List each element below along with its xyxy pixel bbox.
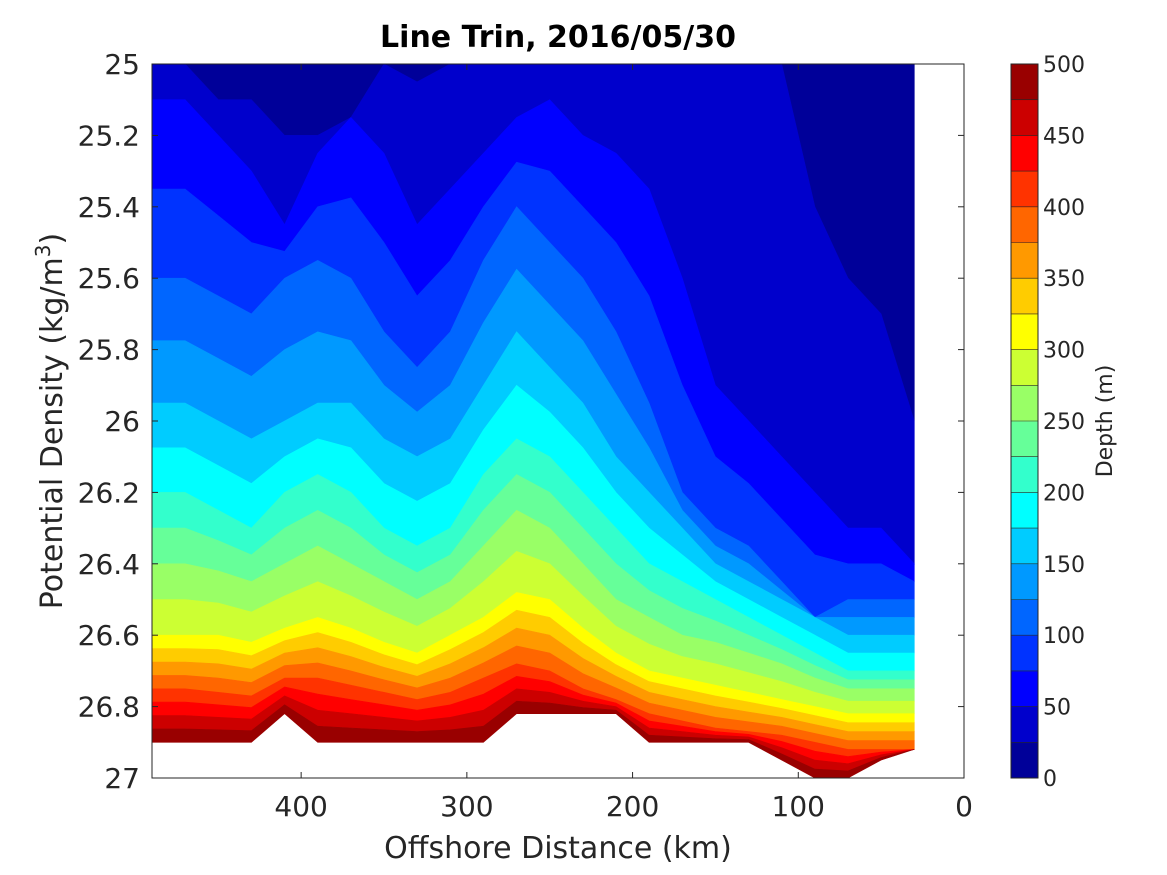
colorbar-segment	[1011, 64, 1038, 101]
y-tick-label: 25.6	[78, 262, 140, 295]
colorbar-tick-label: 400	[1043, 196, 1085, 221]
x-tick-label: 0	[955, 790, 973, 823]
svg-text:Potential Density (kg/m3): Potential Density (kg/m3)	[31, 233, 70, 609]
colorbar-tick-label: 50	[1043, 696, 1071, 721]
y-axis: 25 25.2 25.4 25.6 25.8 26 26.2 26.4 26.6 26.8 27	[78, 48, 964, 795]
y-axis-title-close: )	[35, 233, 70, 245]
colorbar-tick-label: 300	[1043, 339, 1085, 364]
colorbar-segment	[1011, 385, 1038, 422]
y-tick-label: 25	[104, 48, 140, 81]
colorbar-tick-label: 0	[1043, 767, 1057, 792]
colorbar-segment	[1011, 456, 1038, 493]
y-axis-title-main: Potential Density (kg/m	[35, 257, 70, 609]
colorbar-segment	[1011, 742, 1038, 779]
x-tick-label: 400	[274, 790, 327, 823]
y-tick-label: 26	[104, 405, 140, 438]
colorbar-tick-label: 200	[1043, 481, 1085, 506]
x-tick-label: 300	[440, 790, 493, 823]
colorbar-segment	[1011, 135, 1038, 172]
colorbar-segment	[1011, 599, 1038, 636]
colorbar-frame	[1010, 63, 1039, 779]
y-tick-label: 25.8	[78, 334, 140, 367]
colorbar-segment	[1011, 171, 1038, 208]
colorbar-segment	[1011, 492, 1038, 529]
y-axis-title: Potential Density (kg/m3)	[31, 233, 70, 609]
colorbar-tick-label: 250	[1043, 410, 1085, 435]
x-axis-title: Offshore Distance (km)	[384, 831, 732, 866]
colorbar-tick-label: 350	[1043, 267, 1085, 292]
chart-title: Line Trin, 2016/05/30	[380, 20, 736, 55]
x-tick-label: 100	[772, 790, 825, 823]
colorbar-tick-label: 100	[1043, 624, 1085, 649]
colorbar-tick-label: 500	[1043, 53, 1085, 78]
y-tick-label: 26.6	[78, 619, 140, 652]
colorbar: 0 50 100 150 200 250 300 350 400 450 500	[1010, 53, 1085, 792]
colorbar-tick-label: 450	[1043, 124, 1085, 149]
colorbar-segment	[1011, 563, 1038, 600]
y-tick-label: 25.2	[78, 119, 140, 152]
colorbar-segment	[1011, 278, 1038, 315]
colorbar-segment	[1011, 242, 1038, 279]
colorbar-segment	[1011, 528, 1038, 565]
y-tick-label: 27	[104, 762, 140, 795]
y-axis-title-superscript: 3	[31, 244, 55, 257]
y-tick-label: 26.8	[78, 691, 140, 724]
depth-contour-fill	[152, 64, 915, 778]
colorbar-segment	[1011, 99, 1038, 136]
colorbar-segment	[1011, 635, 1038, 672]
y-tick-label: 25.4	[78, 191, 140, 224]
colorbar-segment	[1011, 421, 1038, 458]
colorbar-segment	[1011, 349, 1038, 386]
x-tick-label: 200	[606, 790, 659, 823]
colorbar-segment	[1011, 206, 1038, 243]
y-tick-label: 26.2	[78, 476, 140, 509]
x-axis: 400 300 200 100 0	[274, 64, 973, 823]
y-tick-label: 26.4	[78, 548, 140, 581]
colorbar-title: Depth (m)	[1093, 365, 1118, 478]
colorbar-tick-label: 150	[1043, 553, 1085, 578]
colorbar-segment	[1011, 670, 1038, 707]
colorbar-segment	[1011, 706, 1038, 743]
colorbar-segment	[1011, 313, 1038, 350]
contour-band-475-500	[152, 700, 915, 778]
